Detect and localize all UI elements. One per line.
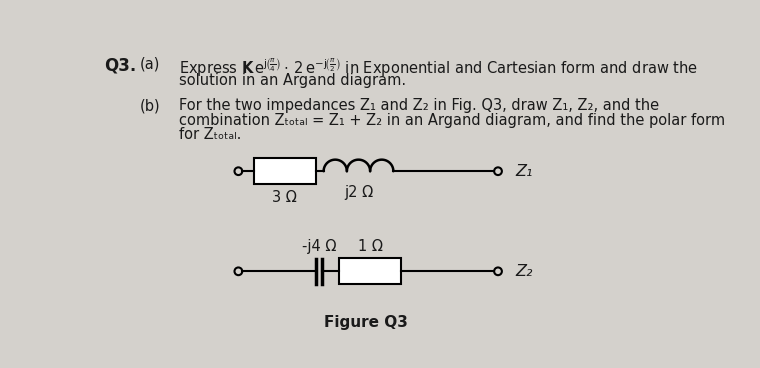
Text: solution in an Argand diagram.: solution in an Argand diagram.	[179, 74, 406, 88]
Text: 1 Ω: 1 Ω	[358, 239, 382, 254]
Text: j2 Ω: j2 Ω	[344, 185, 373, 200]
FancyBboxPatch shape	[339, 258, 401, 284]
Text: (b): (b)	[140, 98, 160, 113]
Text: (a): (a)	[140, 56, 160, 71]
Text: Z₂: Z₂	[516, 264, 534, 279]
Text: For the two impedances Z₁ and Z₂ in Fig. Q3, draw Z₁, Z₂, and the: For the two impedances Z₁ and Z₂ in Fig.…	[179, 98, 659, 113]
Text: -j4 Ω: -j4 Ω	[302, 239, 336, 254]
Text: 3 Ω: 3 Ω	[273, 191, 297, 205]
Text: for Zₜₒₜₐₗ.: for Zₜₒₜₐₗ.	[179, 127, 241, 142]
Text: combination Zₜₒₜₐₗ = Z₁ + Z₂ in an Argand diagram, and find the polar form: combination Zₜₒₜₐₗ = Z₁ + Z₂ in an Argan…	[179, 113, 725, 128]
FancyBboxPatch shape	[254, 158, 316, 184]
Text: Express $\mathbf{K}\,\mathrm{e}^{\mathrm{j}\!\left(\frac{\pi}{4}\right)}\cdot\,2: Express $\mathbf{K}\,\mathrm{e}^{\mathrm…	[179, 56, 698, 79]
Text: Q3.: Q3.	[104, 56, 137, 74]
Text: Z₁: Z₁	[516, 164, 534, 179]
Text: Figure Q3: Figure Q3	[325, 315, 408, 330]
